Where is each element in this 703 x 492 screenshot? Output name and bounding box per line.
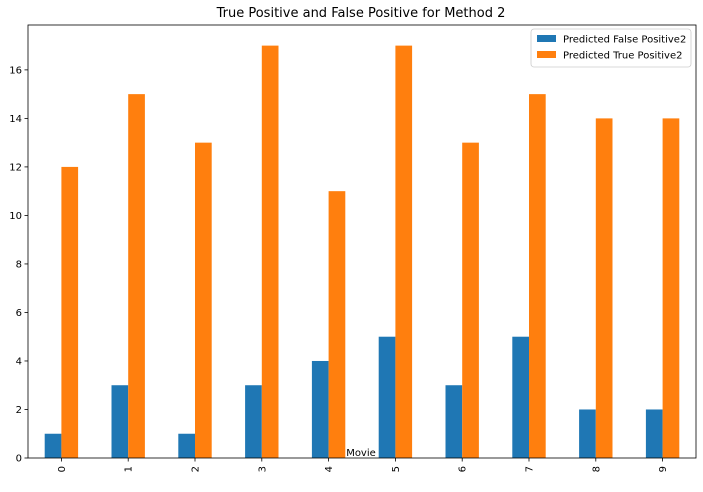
x-tick-label: 5	[391, 466, 402, 472]
y-tick-label: 8	[16, 259, 22, 270]
bar-series-0-cat-6	[445, 385, 463, 458]
bar-series-0-cat-7	[512, 336, 529, 458]
bar-series-0-cat-1	[111, 385, 129, 458]
plot-frame	[27, 24, 697, 459]
y-tick-label: 16	[9, 65, 22, 76]
legend-box	[530, 28, 692, 68]
bar-series-0-cat-3	[245, 385, 262, 458]
bar-series-0-cat-5	[378, 336, 396, 458]
bar-series-0-cat-4	[311, 360, 329, 458]
legend-label-0: Predicted False Positive2	[563, 35, 686, 46]
y-tick-label: 4	[16, 356, 22, 367]
x-tick-label: 3	[257, 466, 268, 472]
bar-series-0-cat-2	[178, 433, 195, 458]
bar-series-1-cat-8	[595, 118, 613, 458]
x-tick-label: 4	[324, 466, 335, 472]
legend: Predicted False Positive2 Predicted True …	[530, 28, 692, 68]
y-tick-label: 10	[9, 211, 22, 222]
bar-series-1-cat-6	[462, 142, 479, 458]
y-tick-label: 14	[9, 114, 22, 125]
bar-series-0-cat-8	[579, 409, 596, 458]
y-tick-label: 12	[9, 162, 22, 173]
bar-series-1-cat-1	[128, 94, 145, 458]
bar-series-1-cat-9	[662, 118, 680, 458]
chart-title: True Positive and False Positive for Met…	[216, 6, 506, 21]
y-tick-label: 0	[16, 454, 22, 465]
bars-group	[44, 45, 680, 459]
x-tick-label: 7	[525, 466, 536, 472]
bar-series-1-cat-5	[395, 45, 413, 459]
legend-swatch-0	[537, 35, 556, 42]
axes-group	[27, 24, 697, 459]
bar-series-1-cat-0	[61, 166, 79, 458]
bar-series-0-cat-0	[44, 433, 62, 458]
legend-swatch-1	[537, 51, 556, 58]
y-tick-label: 6	[16, 308, 22, 319]
bar-series-1-cat-2	[195, 142, 212, 458]
bar-series-1-cat-3	[261, 45, 279, 459]
x-tick-label: 8	[591, 466, 602, 472]
x-tick-label: 6	[458, 466, 469, 472]
bar-series-1-cat-4	[328, 191, 346, 459]
y-tick-label: 2	[16, 405, 22, 416]
bar-series-0-cat-9	[645, 409, 663, 458]
x-tick-label: 9	[658, 466, 669, 472]
x-tick-label: 2	[191, 466, 202, 472]
x-ticks-group: 0 1 2 3 4 5 6 7 8 9	[57, 458, 669, 472]
y-ticks-group: 0 2 4 6 8 10 12 14 16	[9, 65, 28, 465]
x-tick-label: 0	[57, 466, 68, 472]
x-tick-label: 1	[124, 466, 135, 472]
bar-series-1-cat-7	[529, 94, 546, 458]
x-axis-label: Movie	[346, 448, 376, 459]
legend-label-1: Predicted True Positive2	[563, 51, 682, 62]
